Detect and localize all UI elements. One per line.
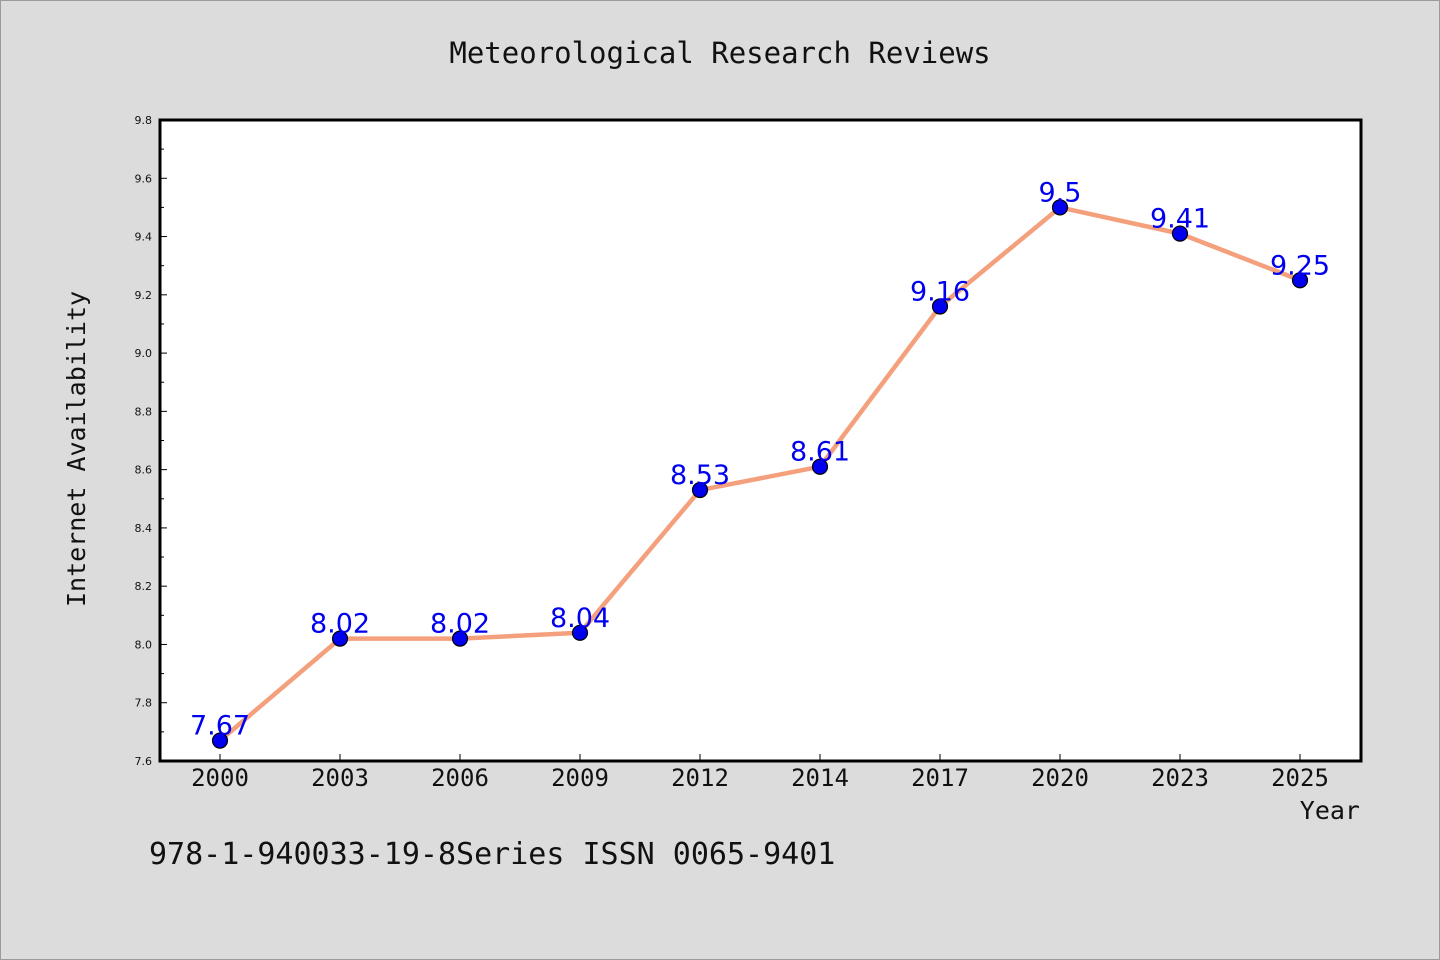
x-tick-label: 2017 bbox=[911, 764, 969, 792]
data-point bbox=[211, 732, 229, 749]
data-label-group: 7.67 8.02 8.02 8.04 8.53 8.61 9.16 9.5 9.41 9.25 bbox=[190, 177, 1330, 741]
y-axis: 7.6 7.8 8.0 8.2 8.4 8.6 8.8 9.0 9.2 9.4 9.6 9.8 bbox=[135, 114, 167, 768]
x-axis: 2000 2003 2006 2009 2012 2014 2017 2020 2023 2025 bbox=[191, 754, 1329, 792]
chart-title: Meteorological Research Reviews bbox=[449, 36, 990, 70]
x-tick-label: 2025 bbox=[1271, 764, 1329, 792]
y-tick-label: 8.2 bbox=[135, 580, 153, 593]
x-tick-label: 2006 bbox=[431, 764, 489, 792]
data-point bbox=[811, 458, 829, 475]
series-line-group bbox=[211, 199, 1309, 749]
y-tick-label: 9.8 bbox=[135, 114, 153, 127]
x-tick-label: 2020 bbox=[1031, 764, 1089, 792]
y-tick-label: 8.4 bbox=[135, 522, 153, 535]
data-label: 9.41 bbox=[1150, 204, 1210, 235]
data-label: 9.16 bbox=[910, 276, 970, 307]
data-label: 8.53 bbox=[670, 460, 730, 491]
data-point bbox=[1291, 272, 1309, 289]
data-label: 9.25 bbox=[1270, 250, 1330, 281]
data-label: 9.5 bbox=[1039, 177, 1082, 208]
data-point bbox=[1171, 225, 1189, 242]
y-axis-label: Internet Availability bbox=[62, 291, 91, 607]
x-axis-label: Year bbox=[1300, 796, 1360, 825]
y-tick-label: 7.6 bbox=[135, 755, 153, 768]
data-point bbox=[451, 630, 469, 647]
data-label: 7.67 bbox=[190, 711, 250, 742]
footer-isbn-issn: 978-1-940033-19-8Series ISSN 0065-9401 bbox=[149, 837, 835, 872]
x-tick-label: 2014 bbox=[791, 764, 849, 792]
y-tick-label: 8.6 bbox=[135, 464, 153, 477]
y-tick-label: 9.0 bbox=[135, 347, 153, 360]
series-line bbox=[218, 205, 1301, 743]
y-tick-label: 8.0 bbox=[135, 638, 153, 651]
data-label: 8.04 bbox=[550, 603, 610, 634]
y-tick-label: 9.2 bbox=[135, 289, 153, 302]
plot-area bbox=[158, 118, 1363, 763]
data-label: 8.02 bbox=[430, 609, 490, 640]
data-point bbox=[691, 481, 709, 499]
x-tick-label: 2009 bbox=[551, 764, 609, 792]
data-point bbox=[571, 624, 589, 641]
data-label: 8.61 bbox=[790, 437, 850, 468]
x-tick-label: 2000 bbox=[191, 764, 249, 792]
x-tick-label: 2003 bbox=[311, 764, 369, 792]
data-point bbox=[931, 298, 949, 315]
y-tick-label: 9.4 bbox=[135, 231, 153, 244]
y-tick-label: 8.8 bbox=[135, 405, 153, 418]
data-label: 8.02 bbox=[310, 609, 370, 640]
data-point bbox=[1051, 199, 1069, 216]
y-tick-label: 7.8 bbox=[135, 697, 153, 710]
y-tick-label: 9.6 bbox=[135, 172, 153, 185]
x-tick-label: 2023 bbox=[1151, 764, 1209, 792]
x-tick-label: 2012 bbox=[671, 764, 729, 792]
data-point bbox=[331, 630, 349, 647]
